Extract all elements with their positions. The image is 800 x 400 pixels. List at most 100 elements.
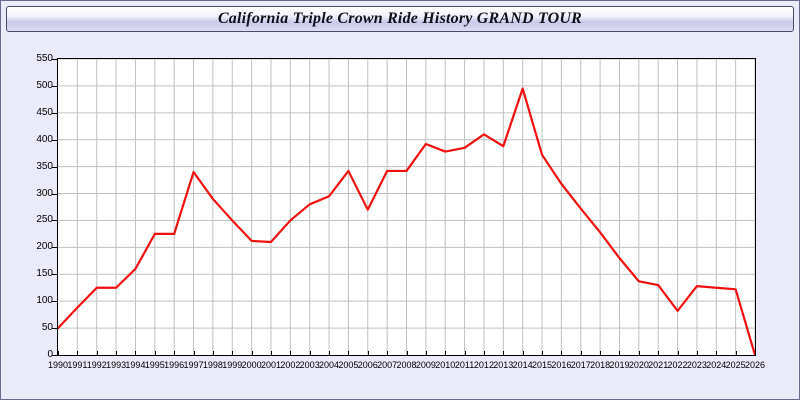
title-bar: California Triple Crown Ride History GRA… <box>6 6 794 32</box>
x-tick-label: 2022 <box>667 360 688 370</box>
y-tick-mark <box>52 247 57 249</box>
y-tick-label: 400 <box>36 133 53 145</box>
x-tick-label: 2016 <box>551 360 572 370</box>
x-tick-label: 2005 <box>338 360 359 370</box>
chart-canvas <box>58 59 755 355</box>
y-tick-mark <box>52 112 57 114</box>
x-tick-mark <box>696 351 698 356</box>
x-tick-mark <box>542 351 544 356</box>
x-tick-label: 2014 <box>512 360 533 370</box>
x-tick-label: 2011 <box>454 360 475 370</box>
x-tick-mark <box>755 351 756 356</box>
x-tick-label: 1993 <box>106 360 127 370</box>
x-tick-label: 1996 <box>164 360 185 370</box>
x-tick-label: 2013 <box>493 360 514 370</box>
y-tick-label: 250 <box>36 214 53 226</box>
x-tick-mark <box>425 351 427 356</box>
y-tick-mark <box>52 274 57 276</box>
x-tick-label: 2017 <box>570 360 591 370</box>
x-tick-label: 2009 <box>415 360 436 370</box>
x-tick-mark <box>406 351 408 356</box>
y-tick-mark <box>52 301 57 303</box>
y-tick-label: 0 <box>47 349 53 360</box>
x-tick-mark <box>135 351 137 356</box>
x-tick-label: 2018 <box>590 360 611 370</box>
x-tick-label: 1992 <box>86 360 107 370</box>
x-tick-label: 2010 <box>435 360 456 370</box>
y-tick-label: 550 <box>36 53 53 64</box>
x-tick-label: 2026 <box>744 360 766 370</box>
y-tick-label: 350 <box>36 160 53 172</box>
x-tick-label: 2002 <box>280 360 301 370</box>
x-tick-mark <box>270 351 272 356</box>
x-tick-mark <box>387 351 389 356</box>
x-tick-mark <box>580 351 582 356</box>
x-tick-mark <box>638 351 640 356</box>
y-tick-label: 100 <box>36 295 53 307</box>
x-tick-mark <box>600 351 602 356</box>
x-tick-label: 2025 <box>725 360 746 370</box>
x-tick-mark <box>619 351 621 356</box>
y-tick-label: 450 <box>36 106 53 118</box>
x-tick-label: 1990 <box>47 360 69 370</box>
x-tick-mark <box>329 351 331 356</box>
x-tick-mark <box>735 351 737 356</box>
page-title: California Triple Crown Ride History GRA… <box>217 10 583 27</box>
x-tick-mark <box>58 351 59 356</box>
x-tick-mark <box>251 351 253 356</box>
y-tick-mark <box>52 59 57 60</box>
x-tick-label: 1998 <box>202 360 223 370</box>
x-tick-mark <box>658 351 660 356</box>
y-tick-label: 150 <box>36 268 53 280</box>
x-tick-mark <box>77 351 79 356</box>
y-tick-label: 500 <box>36 79 53 91</box>
x-tick-label: 2020 <box>628 360 649 370</box>
data-line-riders <box>58 87 755 355</box>
x-tick-label: 2008 <box>396 360 417 370</box>
x-tick-label: 1995 <box>144 360 165 370</box>
y-tick-label: 200 <box>36 241 53 253</box>
x-tick-label: 2006 <box>357 360 378 370</box>
x-tick-mark <box>677 351 679 356</box>
data-series-layer <box>58 87 755 355</box>
x-tick-mark <box>309 351 311 356</box>
x-axis-tick-labels: 1990 1991 1992 1993 1994 1995 1996 1997 1998 1999… <box>48 351 765 386</box>
x-tick-label: 2007 <box>377 360 398 370</box>
x-tick-mark <box>290 351 292 356</box>
x-tick-label: 2004 <box>319 360 340 370</box>
y-tick-label: 50 <box>41 322 53 334</box>
x-tick-label: 2024 <box>706 360 727 370</box>
y-tick-label: 300 <box>36 187 53 199</box>
x-tick-mark <box>232 351 234 356</box>
x-tick-mark <box>716 351 718 356</box>
x-tick-mark <box>212 351 214 356</box>
x-tick-mark <box>96 351 98 356</box>
y-tick-mark <box>52 355 57 356</box>
y-tick-mark <box>52 193 57 195</box>
x-tick-label: 2019 <box>609 360 630 370</box>
x-tick-label: 1997 <box>183 360 204 370</box>
x-tick-label: 2015 <box>532 360 553 370</box>
x-tick-label: 2003 <box>299 360 320 370</box>
x-tick-mark <box>154 351 156 356</box>
x-tick-label: 2000 <box>241 360 262 370</box>
y-axis-tick-labels: 0 50 100 150 200 250 300 350 400 450 500 550 <box>1 54 57 360</box>
x-tick-label: 1999 <box>222 360 243 370</box>
x-tick-mark <box>367 351 369 356</box>
x-tick-mark <box>561 351 563 356</box>
y-tick-mark <box>52 85 57 87</box>
x-tick-label: 2023 <box>686 360 707 370</box>
x-tick-mark <box>116 351 118 356</box>
x-tick-mark <box>348 351 350 356</box>
y-tick-mark <box>52 166 57 168</box>
x-tick-label: 2012 <box>473 360 494 370</box>
y-tick-mark <box>52 328 57 330</box>
y-tick-mark <box>52 139 57 141</box>
x-tick-label: 2001 <box>260 360 281 370</box>
x-tick-mark <box>174 351 176 356</box>
x-tick-mark <box>503 351 505 356</box>
x-tick-mark <box>445 351 447 356</box>
x-tick-label: 2021 <box>648 360 669 370</box>
x-tick-label: 1991 <box>67 360 88 370</box>
plot-area <box>57 58 756 356</box>
